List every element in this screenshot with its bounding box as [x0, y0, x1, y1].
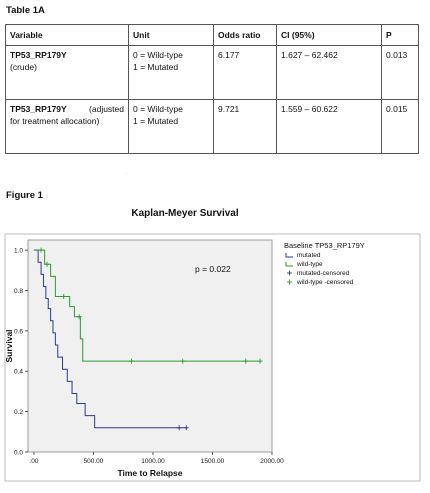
stray-dot: · [125, 171, 127, 177]
variable-suffix: (adjusted [89, 104, 124, 114]
wild-type-censor-mark [61, 294, 67, 300]
cell-p: 0.015 [381, 99, 419, 154]
km-chart: Kaplan-Meyer Survival .00 500.00 1000.00 15… [0, 200, 430, 488]
wild-type-censor-mark [243, 358, 249, 364]
legend-label: mutated-censored [297, 270, 350, 277]
header-variable: Variable [5, 24, 129, 46]
plot-area [27, 239, 273, 453]
variable-name: TP53_RP179Y [10, 104, 67, 114]
p-value-annotation: p = 0.022 [195, 264, 231, 274]
cell-variable: TP53_RP179Y (adjusted for treatment allo… [5, 99, 129, 154]
y-tick-label: 0.0 [14, 450, 23, 457]
x-tick-label: 500.00 [84, 458, 104, 465]
x-tick-label: .00 [29, 458, 38, 465]
cell-odds-ratio: 9.721 [213, 99, 277, 154]
x-tick-label: 1500.00 [201, 458, 225, 465]
legend-line-swatch [285, 262, 293, 267]
unit-line-1: 0 = Wild-type [133, 50, 183, 60]
cell-ci: 1.559 – 60.622 [276, 99, 382, 154]
wild-type-censor-mark [180, 358, 186, 364]
cell-odds-ratio: 6.177 [213, 45, 277, 100]
y-tick-label: 0.2 [14, 409, 23, 416]
unit-line-1: 0 = Wild-type [133, 104, 183, 114]
mutated-censor-mark [176, 425, 182, 431]
legend-label: mutated [297, 252, 321, 259]
y-tick-label: 1.0 [14, 248, 23, 255]
legend-item: wild-type -censored [287, 279, 354, 286]
variable-name: TP53_RP179Y [10, 50, 67, 60]
x-tick-label: 1000.00 [141, 458, 165, 465]
table-row: TP53_RP179Y (crude) 0 = Wild-type 1 = Mu… [5, 45, 419, 100]
cell-ci: 1.627 – 62.462 [276, 45, 382, 100]
y-tick-label: 0.6 [14, 328, 23, 335]
header-odds-ratio: Odds ratio [213, 24, 277, 46]
cell-variable: TP53_RP179Y (crude) [5, 45, 129, 100]
wild-type-censor-mark [129, 358, 135, 364]
mutated-censor-mark [183, 425, 189, 431]
results-table: Variable Unit Odds ratio CI (95%) P TP53… [5, 24, 419, 154]
figure-label: Figure 1 [6, 190, 43, 201]
table-title: Table 1A [6, 5, 45, 16]
legend-item: wild-type [285, 261, 323, 268]
table-row: TP53_RP179Y (adjusted for treatment allo… [5, 99, 419, 154]
mutated-curve [33, 249, 187, 429]
wild-type-censor-mark [257, 358, 263, 364]
wild-type-censor-mark [76, 314, 82, 320]
variable-line: TP53_RP179Y (adjusted [10, 103, 124, 115]
legend-label: wild-type [296, 261, 323, 268]
legend-item: mutated [285, 252, 321, 259]
cell-unit: 0 = Wild-type 1 = Mutated [128, 99, 214, 154]
legend-label: wild-type -censored [296, 279, 354, 286]
y-axis-label: Survival [4, 329, 14, 362]
cell-unit: 0 = Wild-type 1 = Mutated [128, 45, 214, 100]
header-p: P [381, 24, 419, 46]
x-tick-label: 2000.00 [260, 458, 284, 465]
axes: .00 500.00 1000.00 1500.00 2000.00 0.0 0.2 0.4 0… [14, 248, 284, 465]
legend: Baseline TP53_RP179Y mutated wild-type mut… [284, 241, 365, 286]
series-layer [33, 247, 263, 431]
header-ci: CI (95%) [276, 24, 382, 46]
header-unit: Unit [128, 24, 214, 46]
unit-line-2: 1 = Mutated [133, 116, 179, 126]
cell-p: 0.013 [381, 45, 419, 100]
variable-sub: for treatment allocation) [10, 116, 100, 126]
wild-type-censor-mark [38, 247, 44, 253]
chart-title: Kaplan-Meyer Survival [131, 208, 238, 219]
legend-line-swatch [285, 253, 293, 258]
unit-line-2: 1 = Mutated [133, 62, 179, 72]
legend-item: mutated-censored [287, 270, 350, 277]
variable-sub: (crude) [10, 62, 37, 72]
wild-type-censor-mark [44, 261, 50, 267]
table-header-row: Variable Unit Odds ratio CI (95%) P [5, 24, 419, 46]
legend-title: Baseline TP53_RP179Y [284, 241, 365, 250]
x-axis-label: Time to Relapse [117, 468, 182, 478]
y-tick-label: 0.8 [14, 288, 23, 295]
y-tick-label: 0.4 [14, 369, 23, 376]
km-chart-svg: Kaplan-Meyer Survival .00 500.00 1000.00 15… [4, 208, 421, 482]
